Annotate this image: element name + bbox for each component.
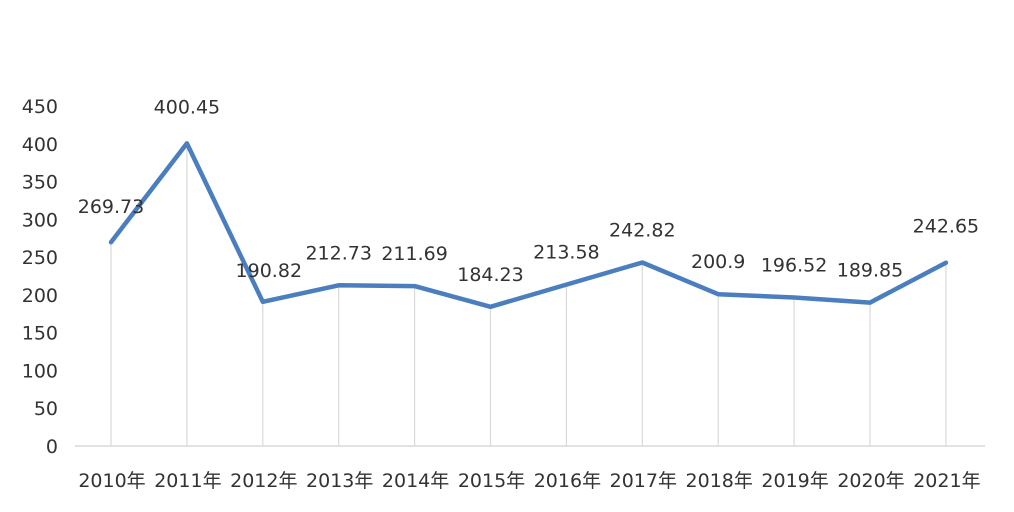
data-label: 242.65 xyxy=(913,216,979,238)
x-tick-label: 2012年 xyxy=(230,470,297,492)
data-label: 269.73 xyxy=(78,196,144,218)
x-tick-label: 2015年 xyxy=(458,470,525,492)
data-label: 190.82 xyxy=(236,260,302,282)
y-tick-label: 150 xyxy=(22,323,58,345)
series-line xyxy=(108,141,949,310)
x-tick-label: 2021年 xyxy=(913,470,980,492)
x-tick-label: 2014年 xyxy=(382,470,449,492)
y-tick-label: 200 xyxy=(22,285,58,307)
data-label: 196.52 xyxy=(761,255,827,277)
data-label: 184.23 xyxy=(457,264,523,286)
y-tick-label: 450 xyxy=(22,96,58,118)
data-label: 189.85 xyxy=(837,260,903,282)
data-label: 200.9 xyxy=(691,251,745,273)
x-tick-label: 2017年 xyxy=(610,470,677,492)
x-tick-label: 2018年 xyxy=(686,470,753,492)
x-tick-label: 2016年 xyxy=(534,470,601,492)
y-tick-label: 100 xyxy=(22,360,58,382)
y-tick-label: 250 xyxy=(22,247,58,269)
x-axis: 2010年 2011年 2012年 2013年 2014年 2015年 2016年 2017年… xyxy=(78,470,980,492)
x-tick-label: 2020年 xyxy=(837,470,904,492)
x-tick-label: 2019年 xyxy=(761,470,828,492)
x-tick-label: 2011年 xyxy=(154,470,221,492)
y-tick-label: 300 xyxy=(22,209,58,231)
x-tick-label: 2010年 xyxy=(78,470,145,492)
y-axis: 0 50 100 150 200 250 300 350 400 450 xyxy=(22,96,58,458)
x-tick-label: 2013年 xyxy=(306,470,373,492)
y-tick-label: 400 xyxy=(22,134,58,156)
data-label: 212.73 xyxy=(305,242,371,264)
y-tick-label: 350 xyxy=(22,172,58,194)
y-tick-label: 0 xyxy=(46,436,58,458)
data-label: 211.69 xyxy=(381,243,447,265)
data-label: 213.58 xyxy=(533,242,599,264)
drop-lines xyxy=(110,143,947,446)
data-label: 400.45 xyxy=(154,96,220,118)
y-tick-label: 50 xyxy=(34,398,58,420)
data-label: 242.82 xyxy=(609,220,675,242)
